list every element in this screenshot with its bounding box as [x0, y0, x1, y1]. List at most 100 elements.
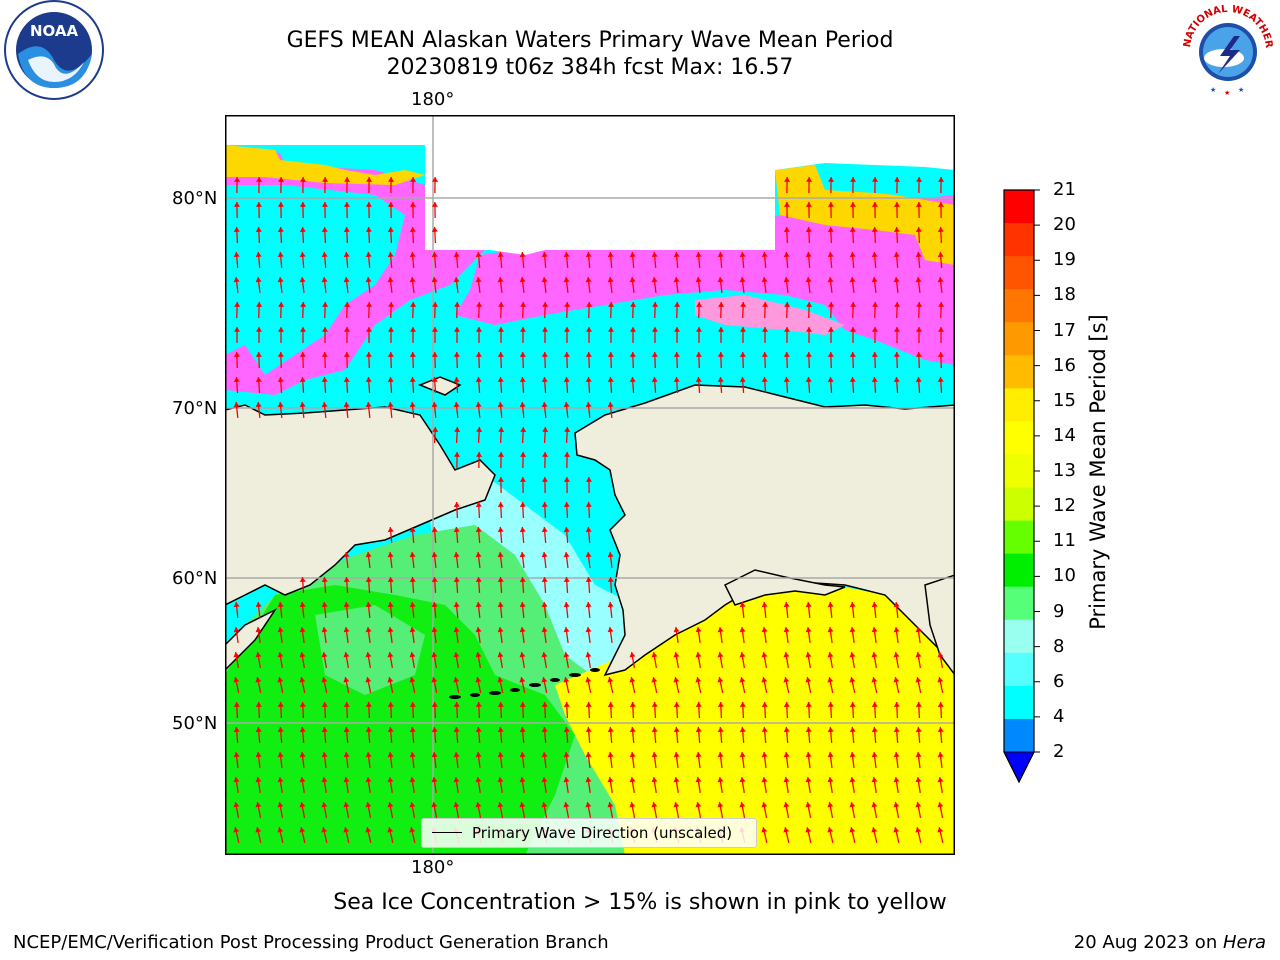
wave-arrow-head [431, 577, 438, 583]
colorbar-segment [1004, 421, 1034, 455]
wave-arrow-head [695, 377, 702, 383]
wave-arrow-head [607, 577, 614, 583]
wave-arrow-head [850, 177, 857, 182]
wave-arrow-head [365, 252, 372, 258]
wave-arrow-head [937, 377, 944, 383]
legend-label: Primary Wave Direction (unscaled) [472, 824, 733, 842]
wave-arrow-head [827, 377, 834, 383]
wave-arrow-head [497, 752, 504, 758]
wave-arrow-head [761, 377, 768, 383]
wave-arrow-head [783, 677, 790, 683]
lat-label-80: 80°N [172, 188, 218, 209]
wave-arrow-head [849, 627, 856, 633]
wave-arrow-head [783, 252, 790, 258]
wave-arrow-head [453, 677, 460, 683]
wave-arrow-head [277, 252, 284, 258]
wave-arrow-head [409, 777, 416, 783]
wave-arrow-head [277, 677, 284, 683]
colorbar [1003, 189, 1040, 784]
wave-arrow-head [563, 727, 570, 733]
lat-label-60: 60°N [172, 568, 218, 589]
wave-arrow-head [431, 727, 438, 733]
wave-arrow-head [321, 752, 328, 758]
wave-arrow-head [453, 352, 460, 357]
wave-arrow-head [739, 702, 746, 707]
wave-arrow-head [431, 277, 438, 283]
wave-arrow-head [915, 227, 922, 232]
wave-arrow-head [717, 277, 724, 283]
wave-arrow-head [519, 477, 526, 482]
wave-arrow-head [519, 602, 526, 608]
wave-arrow-head [629, 252, 636, 258]
wave-arrow-head [278, 302, 285, 307]
wave-arrow-head [849, 802, 856, 808]
wave-arrow-head [387, 577, 394, 583]
wave-arrow-head [827, 652, 834, 658]
wave-arrow-head [872, 327, 878, 332]
wave-arrow-head [630, 302, 637, 307]
wave-arrow-head [475, 552, 482, 558]
wave-arrow-head [299, 377, 306, 383]
wave-arrow-head [783, 827, 790, 833]
wave-arrow-head [761, 602, 768, 608]
wave-arrow-head [475, 702, 482, 707]
wave-arrow-head [409, 627, 416, 633]
wave-arrow-head [409, 352, 416, 357]
wave-arrow-head [542, 427, 549, 432]
wave-arrow-head [233, 777, 240, 783]
colorbar-tick-label: 15 [1053, 389, 1076, 411]
wave-arrow-head [343, 827, 350, 833]
wave-arrow-head [475, 402, 482, 408]
wave-arrow-head [343, 377, 350, 383]
wave-arrow-head [431, 777, 438, 783]
map-legend: Primary Wave Direction (unscaled) [421, 818, 757, 848]
wave-arrow-head [453, 652, 460, 658]
wave-arrow-head [695, 652, 702, 658]
wave-arrow-head [652, 327, 658, 332]
wave-arrow-head [277, 627, 284, 633]
wave-arrow-head [233, 752, 240, 758]
colorbar-segment [1004, 586, 1034, 621]
svg-text:★: ★ [1238, 86, 1244, 94]
wave-arrow-head [673, 777, 680, 783]
wave-arrow-head [431, 202, 438, 207]
wave-arrow-head [387, 527, 394, 533]
wave-arrow-head [365, 627, 372, 633]
wave-arrow-head [651, 752, 658, 758]
wave-arrow-head [409, 602, 416, 608]
wave-arrow-head [827, 277, 834, 283]
wave-arrow-head [783, 277, 790, 283]
wave-arrow-head [475, 252, 482, 258]
wave-arrow-head [893, 802, 900, 808]
wave-arrow-head [893, 202, 900, 207]
wave-arrow-head [871, 377, 878, 383]
wave-arrow-head [299, 702, 306, 707]
wave-arrow-head [761, 277, 768, 283]
wave-arrow-head [475, 352, 482, 357]
wave-arrow-head [497, 252, 504, 258]
wave-arrow-head [498, 302, 505, 307]
wave-arrow-head [938, 327, 944, 332]
wave-arrow-head [387, 802, 394, 808]
wave-arrow-head [607, 552, 614, 558]
wave-arrow-head [805, 752, 812, 758]
colorbar-segment [1004, 355, 1034, 389]
wave-arrow-head [277, 277, 284, 283]
wave-arrow-head [915, 802, 922, 808]
wave-arrow-head [343, 752, 350, 758]
colorbar-title: Primary Wave Mean Period [s] [1086, 314, 1110, 630]
lon-label-bottom: 180° [411, 857, 455, 878]
wave-arrow-head [871, 677, 878, 683]
wave-arrow-head [717, 252, 724, 258]
wave-arrow-head [563, 802, 570, 808]
wave-arrow-head [827, 702, 834, 707]
wave-arrow-head [695, 627, 702, 633]
wave-arrow-head [585, 502, 592, 507]
wave-arrow-head [388, 302, 395, 307]
wave-arrow-head [673, 802, 680, 808]
wave-arrow-head [937, 652, 944, 658]
wave-arrow-head [409, 227, 416, 232]
wave-arrow-head [322, 302, 329, 307]
wave-arrow-head [674, 327, 680, 332]
wave-arrow-head [277, 727, 284, 733]
